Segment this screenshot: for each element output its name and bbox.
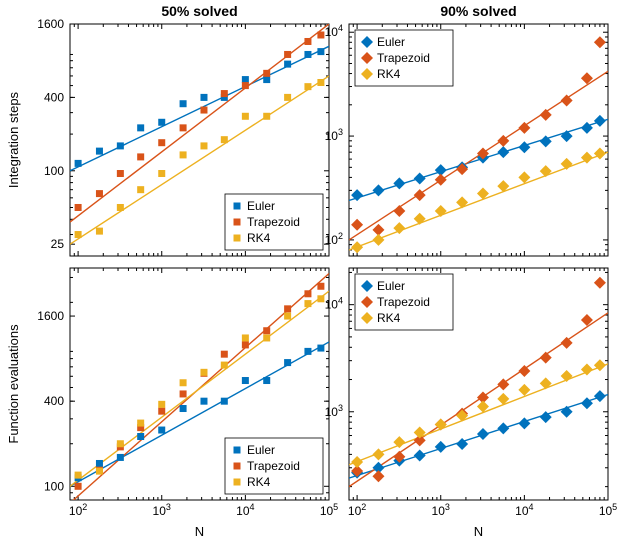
panel-p10: 102 103 104 105 100 400 1600 Euler Trapezoid RK4	[37, 268, 338, 518]
xtick-label: 105	[599, 502, 617, 518]
fit-euler	[349, 119, 608, 200]
legend-item-euler: Euler	[377, 35, 405, 49]
legend-item-euler: Euler	[247, 199, 275, 213]
xlabel-0: N	[195, 524, 204, 539]
ytick-label: 25	[51, 237, 65, 251]
legend-item-euler: Euler	[377, 279, 405, 293]
ytick-label: 102	[325, 231, 343, 247]
xtick-label: 105	[320, 502, 338, 518]
panel-p01: 102 103 104 Euler Trapezoid RK4	[325, 23, 608, 256]
legend-item-rk4: RK4	[247, 231, 271, 245]
ytick-label: 103	[325, 127, 343, 143]
ytick-label: 103	[325, 403, 343, 419]
legend-item-trapezoid: Trapezoid	[377, 295, 430, 309]
ytick-label: 400	[44, 394, 64, 408]
xtick-label: 102	[69, 502, 87, 518]
legend-item-trapezoid: Trapezoid	[247, 215, 300, 229]
xtick-label: 104	[236, 502, 254, 518]
col-title-1: 90% solved	[440, 3, 516, 19]
legend-item-rk4: RK4	[247, 475, 271, 489]
ytick-label: 1600	[37, 17, 64, 31]
legend-item-rk4: RK4	[377, 311, 401, 325]
xtick-label: 104	[515, 502, 533, 518]
ylabel-1: Function evaluations	[6, 324, 21, 444]
fit-trapezoid	[349, 71, 608, 240]
xlabel-1: N	[474, 524, 483, 539]
ylabel-0: Integration steps	[6, 91, 21, 188]
legend-item-euler: Euler	[247, 443, 275, 457]
legend-item-trapezoid: Trapezoid	[377, 51, 430, 65]
legend-item-rk4: RK4	[377, 67, 401, 81]
ytick-label: 104	[325, 23, 343, 39]
legend-item-trapezoid: Trapezoid	[247, 459, 300, 473]
panel-p11: 102 103 104 105 103 104 Euler Trapezoid RK4	[325, 268, 618, 518]
ytick-label: 100	[44, 164, 64, 178]
ytick-label: 400	[44, 90, 64, 104]
xtick-label: 103	[153, 502, 171, 518]
xtick-label: 103	[432, 502, 450, 518]
ytick-label: 104	[325, 296, 343, 312]
fit-trapezoid	[349, 313, 608, 487]
xtick-label: 102	[348, 502, 366, 518]
ytick-label: 1600	[37, 309, 64, 323]
panel-p00: 25 100 400 1600 Euler Trapezoid RK4	[37, 17, 329, 256]
col-title-0: 50% solved	[161, 3, 237, 19]
ytick-label: 100	[44, 479, 64, 493]
